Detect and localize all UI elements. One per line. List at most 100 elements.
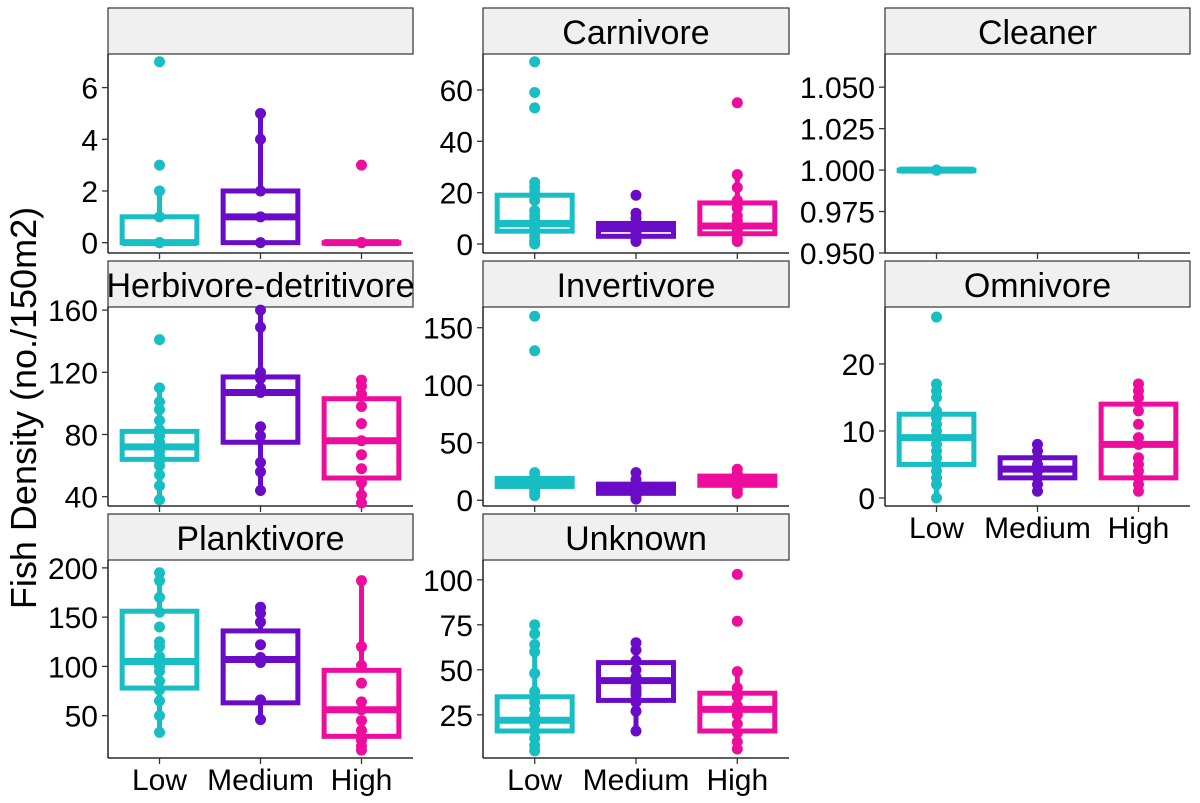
data-point-low [529, 667, 541, 679]
data-point-low [529, 619, 541, 631]
data-point-medium [255, 387, 266, 399]
y-tick-label: 6 [81, 73, 98, 106]
data-point-medium [630, 493, 642, 505]
data-point-low [931, 164, 943, 176]
y-tick-label: 20 [440, 178, 473, 211]
facet-title: Unknown [565, 520, 707, 558]
y-tick-label: 10 [842, 416, 875, 449]
data-point-medium [630, 235, 642, 247]
data-point-low [154, 185, 166, 197]
y-tick-label: 0 [858, 483, 875, 516]
data-point-low [529, 194, 541, 206]
data-point-high [355, 449, 367, 461]
y-tick-label: 40 [65, 482, 98, 515]
data-point-low [154, 56, 166, 68]
data-point-low [931, 391, 943, 403]
data-point-medium [255, 321, 266, 333]
data-point-high [1132, 391, 1144, 403]
data-point-high [355, 677, 367, 689]
data-point-high [355, 704, 367, 716]
y-tick-label: 2 [81, 176, 98, 209]
data-point-high [1132, 405, 1144, 417]
data-point-low [154, 480, 166, 492]
data-point-high [355, 418, 367, 430]
x-tick-label: Medium [583, 764, 690, 797]
y-tick-label: 1.050 [800, 72, 875, 105]
facet-panels: 0 2 4 6 Carnivore 0 20 40 60 Cleaner 0.950 0.975 1.0… [48, 7, 1191, 797]
data-point-low [154, 334, 166, 346]
data-point-high [1132, 438, 1144, 450]
y-tick-label: 0 [456, 229, 473, 262]
facet-panel: 0 2 4 6 [81, 7, 414, 261]
data-point-low [529, 87, 541, 99]
data-point-low [154, 695, 166, 707]
data-point-low [529, 685, 541, 697]
data-point-low [529, 628, 541, 640]
data-point-medium [255, 714, 266, 726]
x-tick-label: Low [132, 764, 187, 797]
data-point-low [154, 621, 166, 633]
data-point-low [154, 382, 166, 394]
y-tick-label: 0.975 [800, 197, 875, 230]
y-tick-label: 50 [440, 428, 473, 461]
data-point-high [731, 235, 743, 247]
box-medium [220, 113, 301, 246]
y-tick-label: 0.950 [800, 238, 875, 271]
data-point-low [154, 211, 166, 223]
data-point-medium [255, 484, 266, 496]
data-point-medium [630, 696, 642, 708]
data-point-high [355, 380, 367, 392]
facet-title: Planktivore [176, 520, 344, 558]
y-tick-label: 200 [48, 553, 98, 586]
facet-strip [884, 7, 1191, 55]
facet-title: Invertivore [557, 267, 716, 305]
data-point-high [731, 182, 743, 194]
x-tick-label: High [706, 764, 768, 797]
data-point-low [931, 311, 943, 323]
data-point-medium [630, 725, 642, 737]
data-point-medium [255, 373, 266, 385]
facet-panel: Unknown 25 50 75 100 Low Medium High [423, 513, 790, 797]
data-point-high [1132, 418, 1144, 430]
data-point-low [529, 646, 541, 658]
y-tick-label: 100 [423, 565, 473, 598]
data-point-high [355, 477, 367, 489]
data-point-high [731, 487, 743, 499]
x-tick-label: Low [507, 764, 562, 797]
data-point-high [731, 202, 743, 214]
data-point-high [355, 696, 367, 708]
data-point-high [731, 709, 743, 721]
data-point-low [154, 606, 166, 618]
data-point-medium [255, 211, 266, 223]
data-point-high [355, 641, 367, 653]
data-point-high [355, 401, 367, 412]
data-point-low [154, 460, 166, 472]
data-point-medium [255, 133, 266, 145]
facet-title: Herbivore-detritivore [107, 267, 415, 305]
data-point-high [355, 659, 367, 671]
data-point-low [154, 726, 166, 738]
x-tick-label: High [1108, 512, 1170, 545]
y-tick-label: 50 [65, 701, 98, 734]
y-tick-label: 160 [48, 295, 98, 328]
facet-strip [107, 513, 414, 561]
data-point-medium [255, 304, 266, 316]
data-point-high [731, 743, 743, 755]
data-point-high [731, 718, 743, 730]
facet-title: Omnivore [964, 267, 1111, 305]
data-point-high [355, 497, 367, 509]
data-point-medium [630, 189, 642, 201]
facet-panel: Planktivore 50 100 150 200 Low Medium High [48, 513, 414, 797]
data-point-medium [255, 466, 266, 478]
y-tick-label: 150 [423, 313, 473, 346]
data-point-low [154, 641, 166, 653]
data-point-low [154, 665, 166, 677]
data-point-high [731, 700, 743, 712]
data-point-medium [255, 456, 266, 468]
x-tick-label: Low [909, 512, 964, 545]
data-point-medium [1032, 485, 1043, 497]
data-point-low [154, 159, 166, 171]
data-point-low [529, 102, 541, 114]
data-point-low [529, 345, 541, 357]
